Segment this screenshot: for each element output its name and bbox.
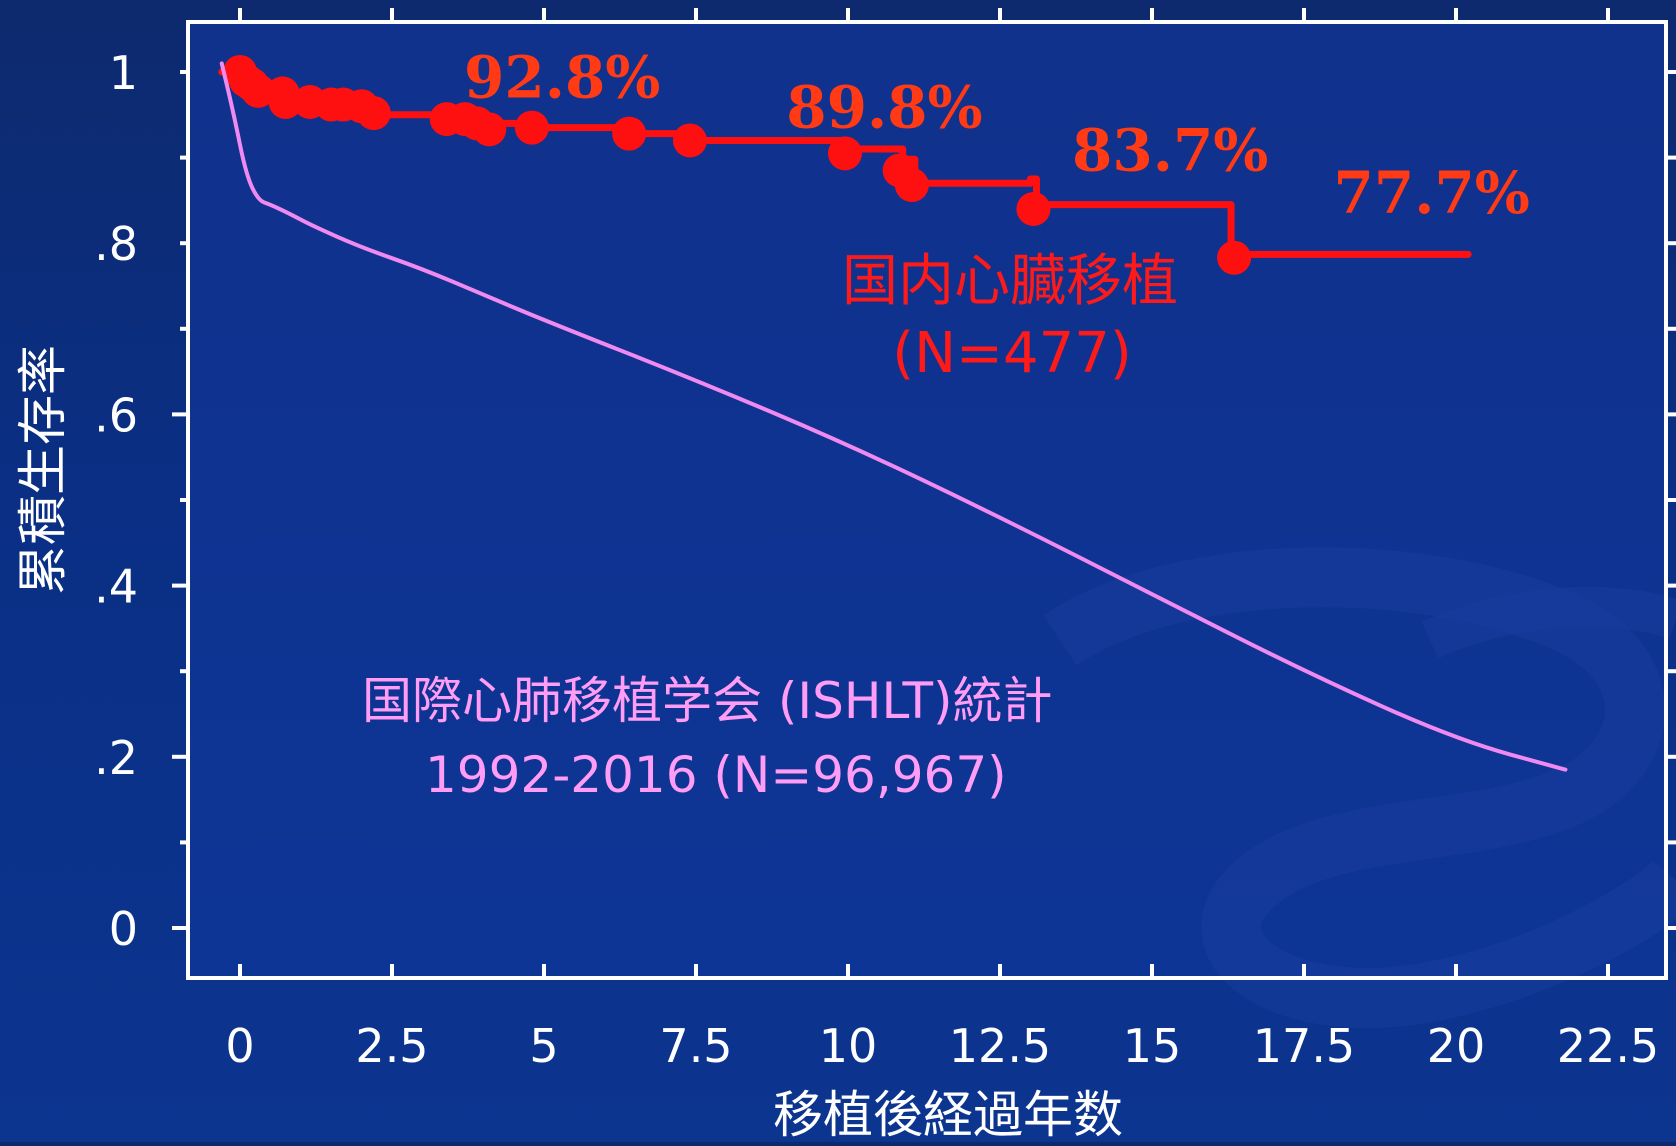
event-marker [827,136,862,171]
x-tick-label: 22.5 [1557,1019,1659,1073]
y-tick-label: 0 [109,902,138,956]
x-tick-label: 17.5 [1253,1019,1355,1073]
x-axis-title: 移植後経過年数 [773,1086,1123,1142]
y-tick-label: .4 [94,560,138,614]
domestic-series-count: (N=477) [892,321,1131,386]
domestic-series-label: 国内心臓移植 [842,249,1178,314]
event-marker [1016,191,1051,226]
event-marker [356,96,391,131]
y-tick-label: .8 [94,217,138,271]
event-marker [612,116,647,151]
survival-rate-label: 83.7% [1072,116,1268,184]
y-axis-title: 累積生存率 [14,345,72,595]
x-tick-label: 7.5 [659,1019,732,1073]
x-tick-label: 5 [529,1019,558,1073]
survival-rate-label: 92.8% [464,44,660,112]
x-tick-label: 10 [819,1019,878,1073]
survival-rate-label: 77.7% [1333,159,1529,227]
series [218,55,1568,772]
event-marker [672,123,707,158]
x-tick-label: 2.5 [355,1019,428,1073]
event-marker [268,84,303,119]
survival-rate-label: 89.8% [786,74,982,142]
labels: 92.8% 89.8% 83.7% 77.7% 国内心臓移植 (N=477) 国際心肺移植学… [362,44,1530,804]
ishlt-series-period: 1992-2016 (N=96,967) [425,746,1007,804]
event-marker [1217,240,1252,275]
x-tick-label: 0 [225,1019,254,1073]
x-tick-label: 15 [1123,1019,1182,1073]
y-tick-label: .6 [94,388,138,442]
y-tick-label: 1 [109,46,138,100]
axes: 0 2.5 5 7.5 10 12.5 15 17.5 20 22.5 0 .2 .4 .6 .8 1 [94,8,1676,1073]
ishlt-survival-line [219,61,1568,772]
decorative-swirl [1421,586,1676,659]
y-tick-label: .2 [94,731,138,785]
ishlt-series-label: 国際心肺移植学会 (ISHLT)統計 [362,672,1053,730]
decorative-swirl [1043,547,1676,1028]
event-marker [894,167,929,202]
x-tick-label: 12.5 [949,1019,1051,1073]
x-tick-label: 20 [1427,1019,1486,1073]
event-marker [514,110,549,145]
event-marker [472,112,507,147]
